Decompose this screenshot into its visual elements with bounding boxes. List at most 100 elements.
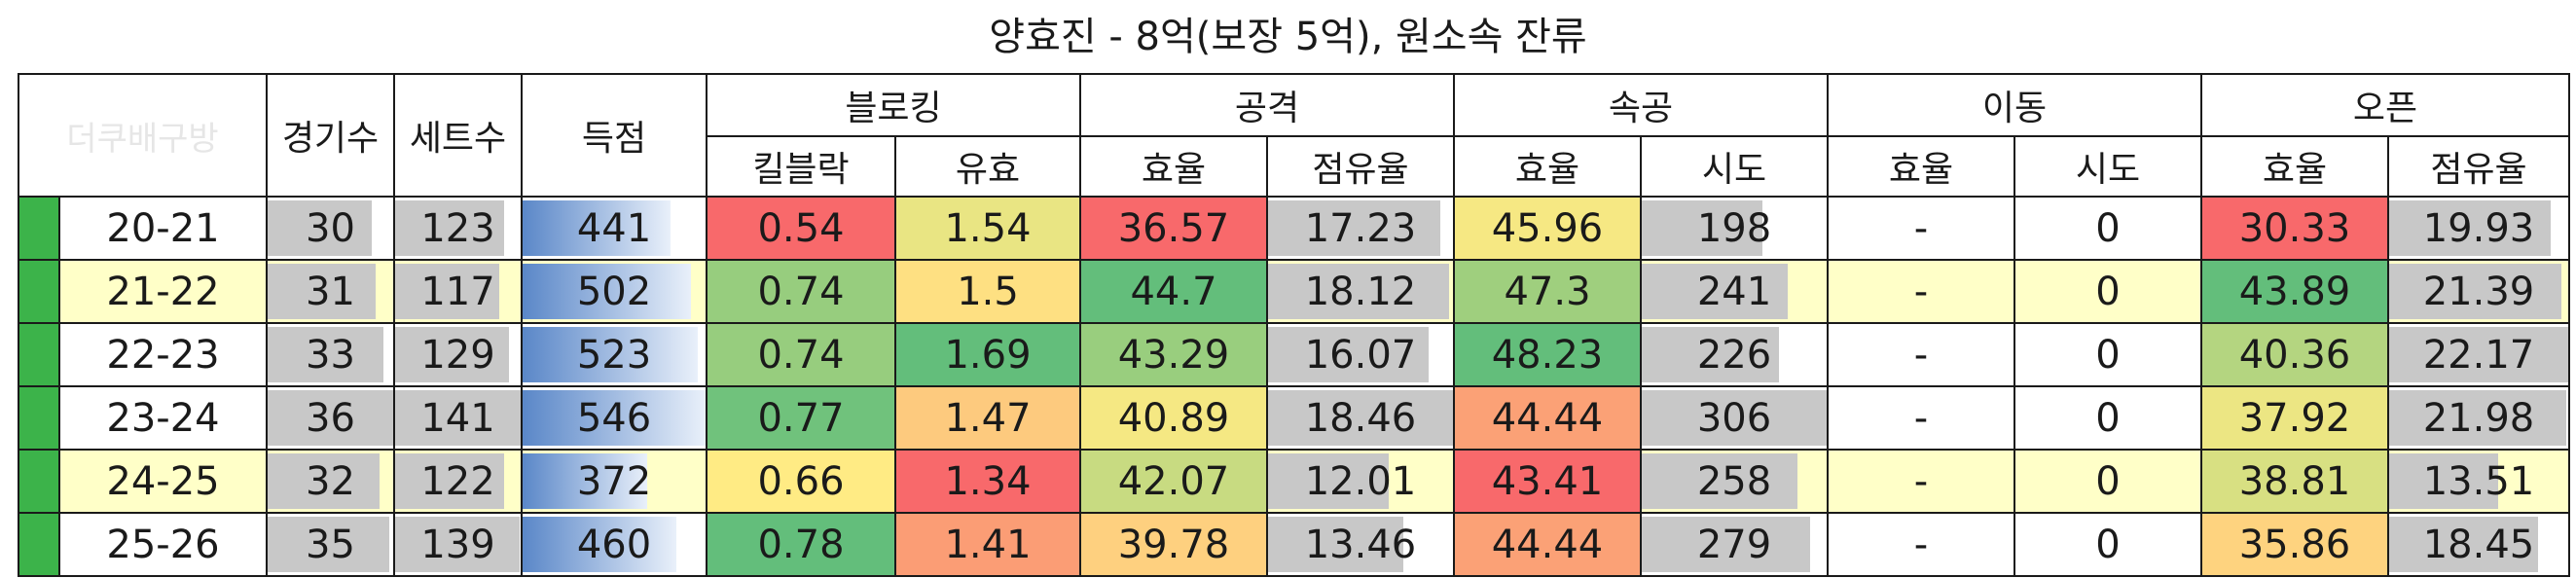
cell-atk-share: 18.46 — [1266, 385, 1455, 451]
cell-move-eff: - — [1827, 385, 2015, 451]
cell-open-share: 22.17 — [2387, 322, 2570, 387]
cell-move-eff: - — [1827, 449, 2015, 514]
cell-value: 36 — [306, 395, 355, 441]
cell-value: 0 — [2095, 395, 2121, 441]
cell-open-eff: 43.89 — [2200, 259, 2389, 324]
cell-value: - — [1913, 332, 1929, 378]
cell-value: 546 — [576, 395, 652, 441]
cell-value: 40.36 — [2238, 332, 2351, 378]
cell-value: 30 — [306, 205, 355, 251]
cell-points: 372 — [521, 449, 707, 514]
cell-block-kill: 0.66 — [706, 449, 896, 514]
cell-value: 22.17 — [2422, 332, 2535, 378]
data-bar — [1269, 453, 1389, 509]
cell-move-att: 0 — [2014, 385, 2202, 451]
cell-value: 502 — [576, 269, 652, 314]
season-cell: 23-24 — [58, 385, 268, 451]
cell-atk-eff: 44.7 — [1079, 259, 1268, 324]
cell-quick-att: 306 — [1640, 385, 1829, 451]
row-marker — [18, 259, 60, 324]
cell-quick-eff: 48.23 — [1453, 322, 1642, 387]
cell-value: 16.07 — [1304, 332, 1417, 378]
cell-sets: 123 — [393, 196, 523, 261]
cell-open-share: 18.45 — [2387, 512, 2570, 577]
cell-open-share: 21.39 — [2387, 259, 2570, 324]
cell-move-att: 0 — [2014, 259, 2202, 324]
cell-sets: 117 — [393, 259, 523, 324]
data-bar — [2390, 390, 2567, 446]
cell-value: 279 — [1696, 522, 1772, 567]
cell-value: 0 — [2095, 205, 2121, 251]
cell-atk-eff: 42.07 — [1079, 449, 1268, 514]
cell-move-eff: - — [1827, 322, 2015, 387]
watermark-text: 더쿠배구방 — [66, 119, 219, 159]
season-label: 23-24 — [106, 395, 220, 441]
season-label: 20-21 — [106, 205, 220, 251]
cell-value: 30.33 — [2238, 205, 2351, 251]
sub-header-attack-eff: 효율 — [1079, 135, 1268, 198]
cell-value: 31 — [306, 269, 355, 314]
data-bar — [2390, 200, 2551, 256]
table-body: 20-21 30 123 441 0.54 1.54 36.57 17.23 45.96 198 -… — [18, 196, 2570, 577]
cell-value: 0 — [2095, 332, 2121, 378]
cell-value: 226 — [1696, 332, 1772, 378]
season-cell: 21-22 — [58, 259, 268, 324]
cell-value: - — [1913, 395, 1929, 441]
cell-value: 19.93 — [2422, 205, 2535, 251]
cell-open-share: 19.93 — [2387, 196, 2570, 261]
cell-value: 39.78 — [1117, 522, 1230, 567]
sub-header-move-eff: 효율 — [1827, 135, 2015, 198]
cell-value: 47.3 — [1504, 269, 1591, 314]
cell-value: 139 — [420, 522, 495, 567]
data-bar — [1643, 453, 1797, 509]
cell-value: 141 — [420, 395, 495, 441]
data-bar — [1643, 327, 1779, 382]
watermark-cell: 더쿠배구방 — [18, 73, 268, 198]
cell-open-eff: 40.36 — [2200, 322, 2389, 387]
cell-value: 241 — [1696, 269, 1772, 314]
table-row: 25-26 35 139 460 0.78 1.41 39.78 13.46 44.44 279 -… — [18, 512, 2570, 577]
cell-value: 1.41 — [944, 522, 1032, 567]
cell-atk-eff: 39.78 — [1079, 512, 1268, 577]
cell-open-share: 21.98 — [2387, 385, 2570, 451]
sub-header-quick-eff: 효율 — [1453, 135, 1642, 198]
sub-header-attack-share: 점유율 — [1266, 135, 1455, 198]
cell-games: 32 — [266, 449, 395, 514]
cell-value: 44.44 — [1491, 522, 1604, 567]
data-bar — [2390, 453, 2499, 509]
row-marker — [18, 385, 60, 451]
cell-open-eff: 38.81 — [2200, 449, 2389, 514]
data-bar — [269, 390, 392, 446]
data-bar — [396, 517, 520, 572]
col-header-sets: 세트수 — [393, 73, 523, 198]
cell-quick-eff: 45.96 — [1453, 196, 1642, 261]
cell-block-kill: 0.74 — [706, 322, 896, 387]
data-bar — [1643, 517, 1810, 572]
data-bar — [269, 517, 390, 572]
cell-value: 460 — [576, 522, 652, 567]
season-cell: 24-25 — [58, 449, 268, 514]
data-bar — [1269, 390, 1452, 446]
cell-value: 0 — [2095, 269, 2121, 314]
cell-value: 35 — [306, 522, 355, 567]
cell-block-eff: 1.54 — [894, 196, 1081, 261]
cell-value: 44.7 — [1130, 269, 1217, 314]
cell-value: 123 — [420, 205, 495, 251]
cell-points: 441 — [521, 196, 707, 261]
cell-games: 33 — [266, 322, 395, 387]
cell-value: 18.46 — [1304, 395, 1417, 441]
data-bar — [524, 264, 691, 319]
cell-value: 129 — [420, 332, 495, 378]
season-label: 24-25 — [106, 458, 220, 504]
data-bar — [1269, 517, 1403, 572]
group-header-open: 오픈 — [2200, 73, 2570, 137]
data-bar — [396, 264, 500, 319]
cell-sets: 122 — [393, 449, 523, 514]
data-bar — [269, 453, 380, 509]
cell-value: 13.51 — [2422, 458, 2535, 504]
cell-points: 502 — [521, 259, 707, 324]
cell-value: - — [1913, 522, 1929, 567]
cell-atk-share: 12.01 — [1266, 449, 1455, 514]
season-label: 21-22 — [106, 269, 220, 314]
data-bar — [524, 200, 671, 256]
